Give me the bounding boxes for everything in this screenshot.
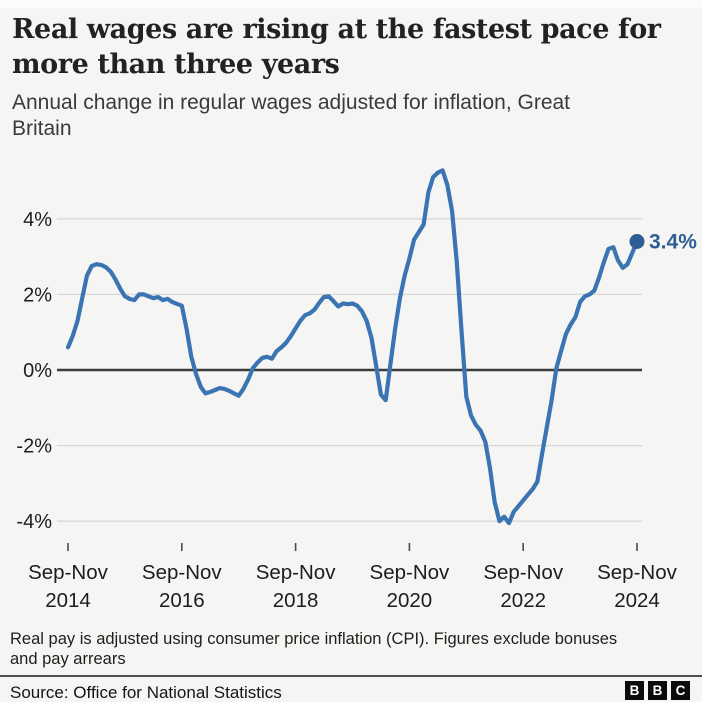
bbc-logo: B B C: [625, 681, 690, 700]
chart-subtitle: Annual change in regular wages adjusted …: [12, 90, 700, 142]
chart-title-line2: more than three years: [12, 49, 340, 80]
x-axis-label-year: 2018: [273, 589, 319, 612]
x-axis-label-period: Sep-Nov: [256, 561, 337, 584]
x-axis-label-period: Sep-Nov: [483, 561, 564, 584]
footnote-line1: Real pay is adjusted using consumer pric…: [10, 630, 618, 648]
chart-subtitle-line2: Britain: [12, 117, 72, 140]
line-chart: 4% 2% 0% -2% -4% Sep-Nov 2014 Sep-Nov 2016 Sep-No…: [16, 168, 697, 612]
y-axis-label: -2%: [16, 436, 52, 458]
footnote-line2: and pay arrears: [10, 650, 126, 668]
footer-divider: [0, 675, 702, 677]
x-axis-label-period: Sep-Nov: [370, 561, 451, 584]
source-label: Source: Office for National Statistics: [10, 683, 282, 702]
latest-value-label: 3.4%: [649, 231, 697, 254]
bbc-logo-block-3: C: [671, 681, 690, 700]
chart-title-line1: Real wages are rising at the fastest pac…: [12, 14, 661, 45]
y-axis-label: 0%: [23, 360, 52, 382]
chart-subtitle-line1: Annual change in regular wages adjusted …: [12, 91, 571, 114]
bbc-logo-block-2: B: [648, 681, 667, 700]
x-axis-label-year: 2016: [159, 589, 205, 612]
x-axis-label-year: 2022: [500, 589, 546, 612]
y-axis-label: -4%: [16, 511, 52, 533]
y-axis-label: 4%: [23, 209, 52, 231]
real-pay-growth-line: [65, 168, 640, 526]
chart-title: Real wages are rising at the fastest pac…: [12, 12, 700, 82]
x-axis-label-period: Sep-Nov: [597, 561, 678, 584]
footnote: Real pay is adjusted using consumer pric…: [10, 629, 700, 669]
bbc-logo-block-1: B: [625, 681, 644, 700]
x-axis-label-year: 2024: [614, 589, 660, 612]
y-axis-label: 2%: [23, 284, 52, 306]
top-strip: [0, 0, 702, 8]
x-axis-label-period: Sep-Nov: [142, 561, 223, 584]
x-axis-label-year: 2014: [45, 589, 91, 612]
latest-value-dot: [629, 234, 645, 249]
x-axis-label-year: 2020: [387, 589, 433, 612]
x-axis-label-period: Sep-Nov: [28, 561, 109, 584]
